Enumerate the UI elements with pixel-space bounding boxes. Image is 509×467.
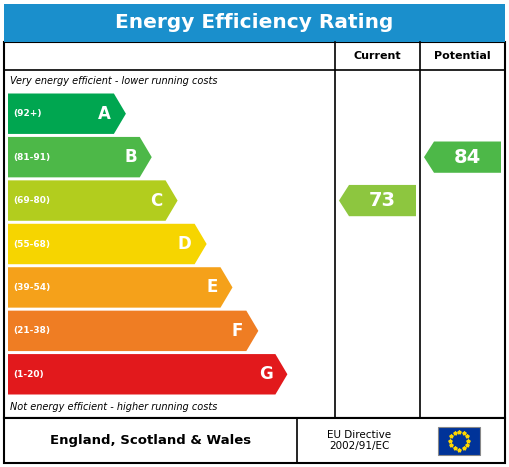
Text: 73: 73 [369, 191, 396, 210]
Polygon shape [8, 311, 259, 351]
Polygon shape [8, 267, 233, 308]
Polygon shape [8, 93, 126, 134]
Text: (92+): (92+) [13, 109, 42, 118]
Text: F: F [232, 322, 243, 340]
Text: (1-20): (1-20) [13, 370, 44, 379]
Text: (21-38): (21-38) [13, 326, 50, 335]
Polygon shape [8, 180, 178, 221]
Text: A: A [98, 105, 111, 123]
Text: Not energy efficient - higher running costs: Not energy efficient - higher running co… [10, 402, 217, 412]
Text: B: B [124, 148, 137, 166]
Text: G: G [259, 365, 272, 383]
Text: (55-68): (55-68) [13, 240, 50, 248]
Text: 2002/91/EC: 2002/91/EC [329, 441, 390, 452]
Bar [4, 42, 505, 418]
Text: EU Directive: EU Directive [327, 430, 391, 439]
Text: Very energy efficient - lower running costs: Very energy efficient - lower running co… [10, 76, 217, 86]
Polygon shape [8, 354, 288, 395]
Text: E: E [206, 278, 217, 297]
Text: D: D [178, 235, 192, 253]
Polygon shape [424, 142, 501, 173]
Text: England, Scotland & Wales: England, Scotland & Wales [50, 434, 251, 447]
Polygon shape [339, 185, 416, 216]
Text: Potential: Potential [434, 51, 491, 61]
Bar [438, 426, 480, 454]
Text: Current: Current [354, 51, 401, 61]
Polygon shape [8, 224, 207, 264]
Text: C: C [150, 191, 162, 210]
Bar [4, 418, 505, 463]
Text: 84: 84 [454, 148, 481, 167]
Text: (39-54): (39-54) [13, 283, 50, 292]
Polygon shape [8, 137, 152, 177]
Text: (81-91): (81-91) [13, 153, 50, 162]
Text: (69-80): (69-80) [13, 196, 50, 205]
Text: Energy Efficiency Rating: Energy Efficiency Rating [116, 14, 393, 33]
Bar [4, 4, 505, 42]
